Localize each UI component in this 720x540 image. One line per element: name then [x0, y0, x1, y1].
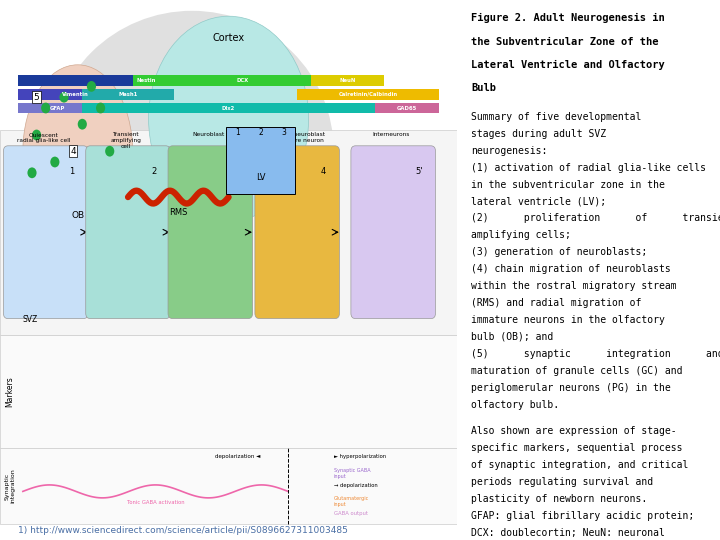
- Text: GABA output: GABA output: [334, 510, 368, 516]
- Text: maturation of granule cells (GC) and: maturation of granule cells (GC) and: [471, 366, 683, 376]
- Text: RMS: RMS: [169, 208, 187, 217]
- Text: periglomerular neurons (PG) in the: periglomerular neurons (PG) in the: [471, 383, 671, 393]
- Text: 2: 2: [258, 128, 263, 137]
- Circle shape: [78, 119, 87, 130]
- FancyBboxPatch shape: [351, 146, 436, 319]
- Text: amplifying cells;: amplifying cells;: [471, 231, 571, 240]
- Text: 4: 4: [321, 167, 326, 177]
- Circle shape: [105, 146, 114, 157]
- Text: (2)      proliferation      of      transient: (2) proliferation of transient: [471, 213, 720, 224]
- Text: (RMS) and radial migration of: (RMS) and radial migration of: [471, 298, 642, 308]
- Text: 2: 2: [152, 167, 157, 177]
- Text: Mash1: Mash1: [118, 92, 138, 97]
- FancyBboxPatch shape: [226, 127, 295, 194]
- Text: GAD65: GAD65: [397, 105, 417, 111]
- Text: 1) http://www.sciencedirect.com/science/article/pii/S0896627311003485: 1) http://www.sciencedirect.com/science/…: [18, 526, 348, 535]
- Text: 3: 3: [281, 128, 286, 137]
- Text: periods regulating survival and: periods regulating survival and: [471, 477, 653, 487]
- Text: lateral ventricle (LV);: lateral ventricle (LV);: [471, 197, 606, 206]
- Circle shape: [32, 130, 41, 140]
- Text: DCX: DCX: [236, 78, 248, 83]
- Text: OB: OB: [71, 212, 84, 220]
- Ellipse shape: [148, 16, 309, 221]
- Text: Migrating neuroblast
& immature neuron: Migrating neuroblast & immature neuron: [264, 132, 325, 143]
- Text: (5)      synaptic      integration      and: (5) synaptic integration and: [471, 349, 720, 359]
- Text: 5: 5: [34, 93, 40, 102]
- FancyBboxPatch shape: [82, 103, 375, 113]
- Circle shape: [27, 167, 37, 178]
- Circle shape: [50, 157, 60, 167]
- FancyBboxPatch shape: [168, 146, 253, 319]
- Text: Markers: Markers: [6, 376, 14, 407]
- FancyBboxPatch shape: [18, 75, 274, 86]
- FancyBboxPatch shape: [18, 103, 96, 113]
- Text: the Subventricular Zone of the: the Subventricular Zone of the: [471, 37, 659, 46]
- Text: (4) chain migration of neuroblasts: (4) chain migration of neuroblasts: [471, 264, 671, 274]
- Text: Stage: Stage: [6, 221, 14, 243]
- Text: specific markers, sequential process: specific markers, sequential process: [471, 443, 683, 453]
- Text: Nestin: Nestin: [137, 78, 156, 83]
- Text: Bulb: Bulb: [471, 83, 496, 93]
- Text: GFAP: glial fibrillary acidic protein;: GFAP: glial fibrillary acidic protein;: [471, 511, 694, 521]
- Text: Dlx2: Dlx2: [222, 105, 235, 111]
- FancyBboxPatch shape: [311, 75, 384, 86]
- Text: of synaptic integration, and critical: of synaptic integration, and critical: [471, 460, 688, 470]
- Text: Cortex: Cortex: [212, 33, 245, 43]
- Text: Interneurons: Interneurons: [372, 132, 410, 137]
- Text: 4: 4: [71, 147, 76, 156]
- Circle shape: [87, 81, 96, 92]
- Text: (1) activation of radial glia-like cells: (1) activation of radial glia-like cells: [471, 163, 706, 173]
- Text: Vimentin: Vimentin: [62, 92, 89, 97]
- Text: Synaptic GABA
input: Synaptic GABA input: [334, 468, 370, 479]
- Text: 5': 5': [415, 167, 423, 177]
- FancyBboxPatch shape: [18, 89, 132, 100]
- Text: GFAP: GFAP: [50, 105, 65, 111]
- Text: olfactory bulb.: olfactory bulb.: [471, 400, 559, 410]
- Circle shape: [41, 103, 50, 113]
- Text: plasticity of newborn neurons.: plasticity of newborn neurons.: [471, 494, 647, 504]
- Text: DCX: doublecortin; NeuN: neuronal: DCX: doublecortin; NeuN: neuronal: [471, 528, 665, 538]
- FancyBboxPatch shape: [0, 448, 457, 524]
- FancyBboxPatch shape: [255, 146, 339, 319]
- Text: Synaptic
integration: Synaptic integration: [4, 469, 15, 503]
- Text: in the subventricular zone in the: in the subventricular zone in the: [471, 179, 665, 190]
- FancyBboxPatch shape: [297, 89, 439, 100]
- FancyBboxPatch shape: [132, 75, 352, 86]
- Text: 3: 3: [234, 167, 239, 177]
- Circle shape: [60, 92, 68, 103]
- Text: depolarization ◄: depolarization ◄: [215, 454, 261, 459]
- Text: within the rostral migratory stream: within the rostral migratory stream: [471, 281, 677, 291]
- Ellipse shape: [50, 11, 334, 292]
- Text: Neuroblast: Neuroblast: [192, 132, 224, 137]
- Text: Lateral Ventricle and Olfactory: Lateral Ventricle and Olfactory: [471, 60, 665, 70]
- Text: Tonic GABA activation: Tonic GABA activation: [127, 500, 184, 504]
- FancyBboxPatch shape: [86, 146, 171, 319]
- Text: SVZ: SVZ: [23, 315, 38, 324]
- FancyBboxPatch shape: [375, 103, 439, 113]
- Text: Calretinin/Calbindin: Calretinin/Calbindin: [338, 92, 397, 97]
- FancyBboxPatch shape: [82, 89, 174, 100]
- FancyBboxPatch shape: [0, 130, 457, 335]
- Text: neurogenesis:: neurogenesis:: [471, 146, 547, 156]
- Text: immature neurons in the olfactory: immature neurons in the olfactory: [471, 315, 665, 325]
- Text: Glutamatergic
input: Glutamatergic input: [334, 496, 369, 507]
- Text: Summary of five developmental: Summary of five developmental: [471, 112, 642, 122]
- Text: ► hyperpolarization: ► hyperpolarization: [334, 454, 386, 459]
- Text: 1: 1: [235, 128, 240, 137]
- Circle shape: [96, 103, 105, 113]
- Text: Also shown are expression of stage-: Also shown are expression of stage-: [471, 426, 677, 436]
- Text: bulb (OB); and: bulb (OB); and: [471, 332, 553, 342]
- Text: LV: LV: [256, 173, 266, 181]
- Text: → depolarization: → depolarization: [334, 483, 377, 489]
- FancyBboxPatch shape: [0, 335, 457, 448]
- Text: Figure 2. Adult Neurogenesis in: Figure 2. Adult Neurogenesis in: [471, 14, 665, 23]
- Text: stages during adult SVZ: stages during adult SVZ: [471, 129, 606, 139]
- Text: NeuN: NeuN: [339, 78, 356, 83]
- Text: Transient
amplifying
cell: Transient amplifying cell: [110, 132, 141, 149]
- Text: (3) generation of neuroblasts;: (3) generation of neuroblasts;: [471, 247, 647, 257]
- FancyBboxPatch shape: [4, 146, 88, 319]
- Text: Quiescent
radial glia-like cell: Quiescent radial glia-like cell: [17, 132, 70, 143]
- Ellipse shape: [23, 65, 132, 238]
- Text: 1: 1: [69, 167, 75, 177]
